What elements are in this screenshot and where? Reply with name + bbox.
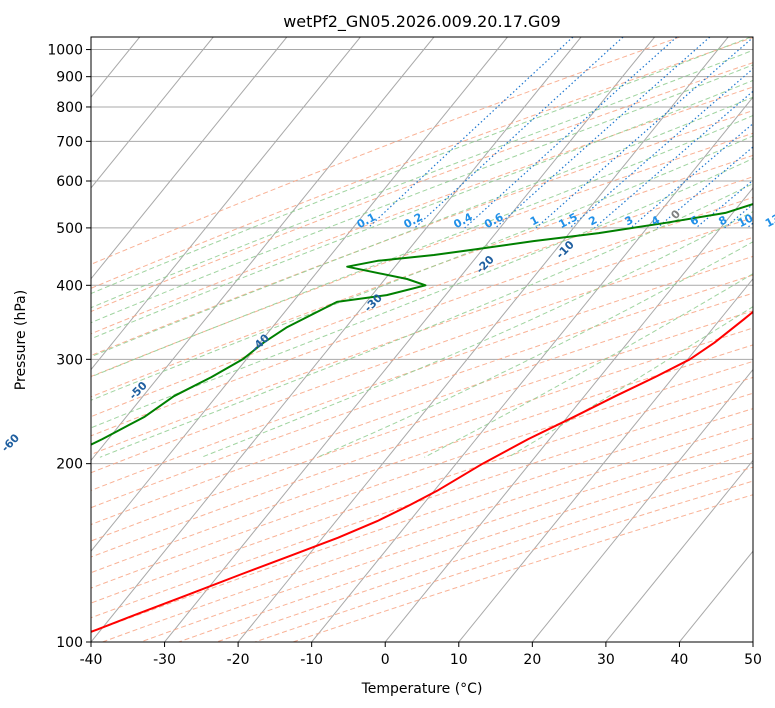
y-axis-label: Pressure (hPa): [13, 290, 29, 390]
y-tick-label: 500: [56, 221, 83, 237]
moist-adiabat-25: [201, 211, 753, 458]
x-tick-label: 20: [523, 652, 541, 668]
dry-adiabat-200: [178, 452, 753, 642]
x-tick-label: -20: [227, 652, 250, 668]
mixing-ratio-label: 10: [736, 211, 756, 230]
isotherm-20: [531, 368, 753, 642]
dry-adiabat--30: [91, 37, 680, 265]
moist-adiabat-30: [317, 241, 753, 458]
x-tick-label: -40: [80, 652, 103, 668]
mixing-ratio-line-4: [535, 37, 753, 229]
isotherm--40: [91, 37, 582, 642]
moist-adiabat-0: [91, 96, 753, 358]
y-tick-label: 700: [56, 134, 83, 150]
dry-adiabat--10: [91, 62, 753, 313]
isotherm--10: [311, 96, 753, 642]
mixing-ratio-label: 13: [763, 211, 775, 230]
isotherm--90: [91, 37, 214, 189]
dry-adiabat-50: [91, 196, 753, 437]
series-layer: [91, 203, 753, 633]
isotherm-0: [384, 187, 753, 642]
dry-adiabat-210: [216, 466, 753, 642]
chart-title: wetPf2_GN05.2026.009.20.17.G09: [283, 12, 561, 32]
mixing-ratio-line-7: [630, 122, 753, 229]
x-tick-label: 30: [597, 652, 615, 668]
plot-frame: [90, 36, 754, 643]
isotherm--60: [91, 37, 435, 462]
mixing-ratio-line-0: [367, 37, 574, 229]
x-axis-label: Temperature (°C): [361, 681, 483, 697]
isotherm--50: [91, 37, 508, 552]
dry-adiabat-190: [140, 437, 753, 642]
x-tick-label: 40: [671, 652, 689, 668]
isotherm--70: [91, 37, 361, 371]
dry-adiabat-100: [91, 292, 753, 526]
dry-adiabat-40: [91, 176, 753, 418]
y-tick-label: 800: [56, 100, 83, 116]
isotherm-10: [458, 277, 753, 642]
y-tick-label: 200: [56, 457, 83, 473]
dry-adiabat-150: [91, 376, 753, 604]
isotherm-30: [605, 459, 753, 642]
dry-adiabat-230: [292, 494, 753, 642]
y-tick-label: 900: [56, 70, 83, 86]
dry-adiabat-140: [91, 360, 753, 589]
dry-adiabat-30: [91, 154, 753, 398]
dry-adiabat-60: [91, 217, 753, 456]
dry-adiabat-10: [91, 110, 753, 357]
dry-adiabat-80: [91, 255, 753, 491]
isotherm--20: [237, 37, 729, 642]
dry-adiabat-220: [254, 480, 753, 642]
x-tick-label: -10: [300, 652, 323, 668]
moist-adiabat--15: [91, 49, 753, 309]
dry-adiabat--20: [91, 37, 753, 289]
y-tick-label: 600: [56, 174, 83, 190]
y-tick-label: 300: [56, 352, 83, 368]
x-tick-label: 50: [744, 652, 762, 668]
dry-adiabat-0: [91, 86, 753, 335]
dewpoint-profile: [91, 203, 753, 446]
mixing-ratio-line-9: [695, 179, 753, 229]
x-axis-ticks: -40 -30 -20 -10 0 10 20 30 40 50: [80, 642, 762, 668]
x-tick-label: -30: [153, 652, 176, 668]
moist-adiabat-35: [424, 273, 753, 458]
temperature-profile: [91, 310, 753, 633]
mixing-ratio-line-6: [594, 90, 753, 229]
y-tick-label: 400: [56, 278, 83, 294]
plot-area: [91, 37, 753, 642]
x-tick-label: 0: [381, 652, 390, 668]
isotherm--30: [164, 37, 655, 642]
moist-adiabat--20: [91, 37, 752, 295]
y-tick-label: 100: [56, 635, 83, 651]
y-tick-label: 1000: [47, 43, 83, 59]
isotherm--80: [91, 37, 288, 280]
moist-adiabat-20: [99, 183, 753, 458]
mixing-ratio-line-2: [464, 37, 678, 229]
y-axis-ticks: 100 200 300 400 500 600 700 800 900 1000: [47, 43, 91, 651]
x-tick-label: 10: [450, 652, 468, 668]
moist-adiabat--10: [91, 64, 753, 324]
dry-adiabat-130: [91, 344, 753, 574]
